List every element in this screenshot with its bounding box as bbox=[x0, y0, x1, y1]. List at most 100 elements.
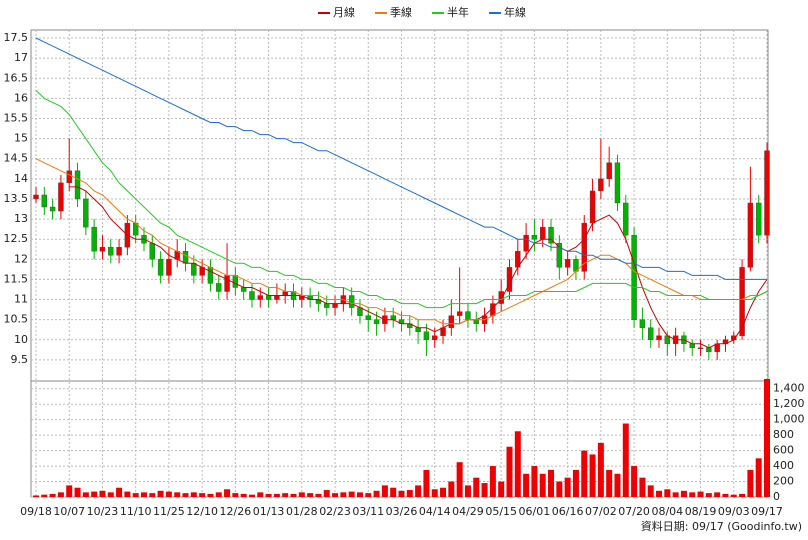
volume-bar bbox=[215, 492, 222, 497]
volume-bar bbox=[356, 492, 363, 497]
legend-label: 月線 bbox=[333, 5, 355, 19]
volume-tick-label: 1,200 bbox=[773, 397, 805, 410]
volume-bar bbox=[315, 493, 322, 497]
candle-body bbox=[423, 331, 430, 340]
y-tick-label: 9.5 bbox=[11, 353, 29, 366]
volume-bar bbox=[66, 485, 73, 497]
volume-bar bbox=[82, 492, 89, 497]
y-tick-label: 14.5 bbox=[4, 152, 29, 165]
candle-body bbox=[448, 315, 455, 328]
volume-bar bbox=[116, 487, 123, 497]
volume-bar bbox=[647, 485, 654, 497]
volume-bar bbox=[124, 491, 131, 497]
candle-body bbox=[274, 295, 280, 300]
ma-line bbox=[35, 158, 768, 325]
candle-body bbox=[332, 303, 338, 308]
y-tick-label: 12 bbox=[14, 252, 28, 265]
volume-bar bbox=[224, 489, 231, 497]
volume-tick-label: 400 bbox=[773, 459, 794, 472]
candle-body bbox=[556, 243, 563, 268]
volume-bar bbox=[265, 493, 272, 497]
candle-body bbox=[99, 247, 106, 252]
candle-body bbox=[91, 226, 97, 252]
candle-body bbox=[764, 150, 770, 236]
candle-body bbox=[706, 347, 712, 353]
candle-body bbox=[697, 347, 704, 350]
candle-body bbox=[581, 222, 587, 272]
candle-body bbox=[224, 275, 230, 292]
volume-bar bbox=[597, 442, 604, 497]
candle-body bbox=[232, 275, 239, 288]
candle-body bbox=[589, 190, 596, 224]
volume-bar bbox=[506, 446, 513, 497]
volume-bar bbox=[705, 493, 712, 497]
y-tick-label: 12.5 bbox=[4, 232, 29, 245]
y-tick-label: 17 bbox=[14, 51, 28, 64]
x-tick-label: 10/07 bbox=[53, 505, 85, 518]
candle-body bbox=[564, 259, 571, 268]
candle-body bbox=[415, 327, 421, 332]
volume-bar bbox=[564, 477, 571, 497]
candle-body bbox=[74, 170, 81, 200]
x-tick-label: 01/28 bbox=[286, 505, 318, 518]
candle-body bbox=[265, 295, 272, 300]
candle-body bbox=[739, 267, 745, 336]
volume-bar bbox=[473, 477, 480, 497]
volume-bar bbox=[548, 469, 555, 497]
candle-body bbox=[747, 202, 754, 268]
volume-tick-label: 1,400 bbox=[773, 382, 805, 395]
volume-bar bbox=[722, 493, 729, 497]
volume-tick-label: 1,000 bbox=[773, 413, 805, 426]
volume-bar bbox=[273, 493, 280, 497]
volume-bar bbox=[406, 490, 413, 497]
volume-tick-label: 800 bbox=[773, 428, 794, 441]
volume-bar bbox=[730, 494, 737, 497]
x-tick-label: 07/20 bbox=[618, 505, 650, 518]
volume-tick-label: 200 bbox=[773, 475, 794, 488]
volume-bar bbox=[656, 490, 663, 497]
candle-body bbox=[324, 303, 330, 308]
x-tick-label: 07/02 bbox=[585, 505, 617, 518]
x-tick-label: 02/23 bbox=[319, 505, 351, 518]
volume-bar bbox=[639, 477, 646, 497]
candle-body bbox=[348, 295, 355, 308]
candle-body bbox=[191, 263, 197, 276]
candle-body bbox=[755, 202, 762, 236]
volume-bar bbox=[207, 493, 214, 497]
volume-bar bbox=[714, 492, 721, 497]
candle-body bbox=[631, 234, 637, 320]
volume-bar bbox=[440, 487, 447, 497]
x-tick-label: 03/11 bbox=[352, 505, 384, 518]
candle-body bbox=[282, 291, 288, 296]
y-tick-label: 13.5 bbox=[4, 192, 29, 205]
y-tick-label: 15.5 bbox=[4, 112, 29, 125]
x-tick-label: 09/03 bbox=[718, 505, 750, 518]
volume-bar bbox=[456, 462, 463, 497]
volume-bar bbox=[747, 469, 754, 497]
candle-body bbox=[58, 182, 64, 212]
candle-body bbox=[166, 259, 172, 276]
candle-body bbox=[182, 251, 189, 264]
volume-bar bbox=[57, 492, 64, 497]
candle-body bbox=[216, 283, 222, 292]
volume-bar bbox=[174, 492, 181, 497]
volume-bar bbox=[282, 493, 289, 497]
candle-body bbox=[614, 162, 621, 204]
candle-body bbox=[523, 234, 529, 252]
candle-body bbox=[149, 243, 155, 260]
volume-bar bbox=[290, 493, 297, 497]
candle-body bbox=[639, 319, 646, 328]
candle-body bbox=[83, 198, 89, 228]
x-tick-label: 11/25 bbox=[153, 505, 185, 518]
x-tick-label: 08/04 bbox=[651, 505, 683, 518]
x-tick-label: 11/10 bbox=[120, 505, 152, 518]
volume-bar bbox=[182, 493, 189, 497]
volume-bar bbox=[157, 490, 164, 497]
volume-bar bbox=[415, 485, 422, 497]
ma-line bbox=[69, 186, 768, 349]
volume-bar bbox=[739, 493, 746, 497]
volume-bar bbox=[423, 469, 430, 497]
candle-body bbox=[390, 315, 396, 320]
volume-bar bbox=[622, 423, 629, 497]
volume-bar bbox=[556, 481, 563, 497]
